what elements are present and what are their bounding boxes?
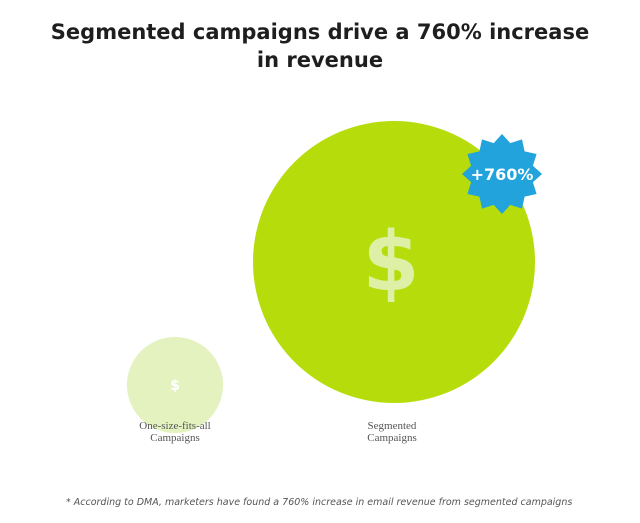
chart-title: Segmented campaigns drive a 760% increas…	[50, 20, 590, 72]
category-label-line: Campaigns	[150, 432, 200, 444]
category-label-segmented: Segmented Campaigns	[367, 420, 417, 444]
category-small: $ One-size-fits-all Campaigns	[126, 336, 224, 444]
starburst-badge	[462, 134, 542, 214]
category-label-one-size-fits-all: One-size-fits-all Campaigns	[139, 420, 210, 444]
category-label-line: Segmented	[368, 420, 417, 432]
dollar-icon: $	[170, 378, 180, 394]
bubble-segmented	[253, 121, 535, 403]
bubble-one-size-fits-all	[126, 336, 224, 434]
category-large: $ Segmented Campaigns	[253, 121, 535, 444]
dollar-icon: $	[362, 215, 419, 310]
badge-label: +760%	[471, 165, 534, 184]
category-label-line: One-size-fits-all	[139, 420, 210, 432]
increase-badge: +760%	[462, 134, 542, 214]
footnote: * According to DMA, marketers have found…	[66, 497, 573, 508]
category-label-line: Campaigns	[367, 432, 417, 444]
